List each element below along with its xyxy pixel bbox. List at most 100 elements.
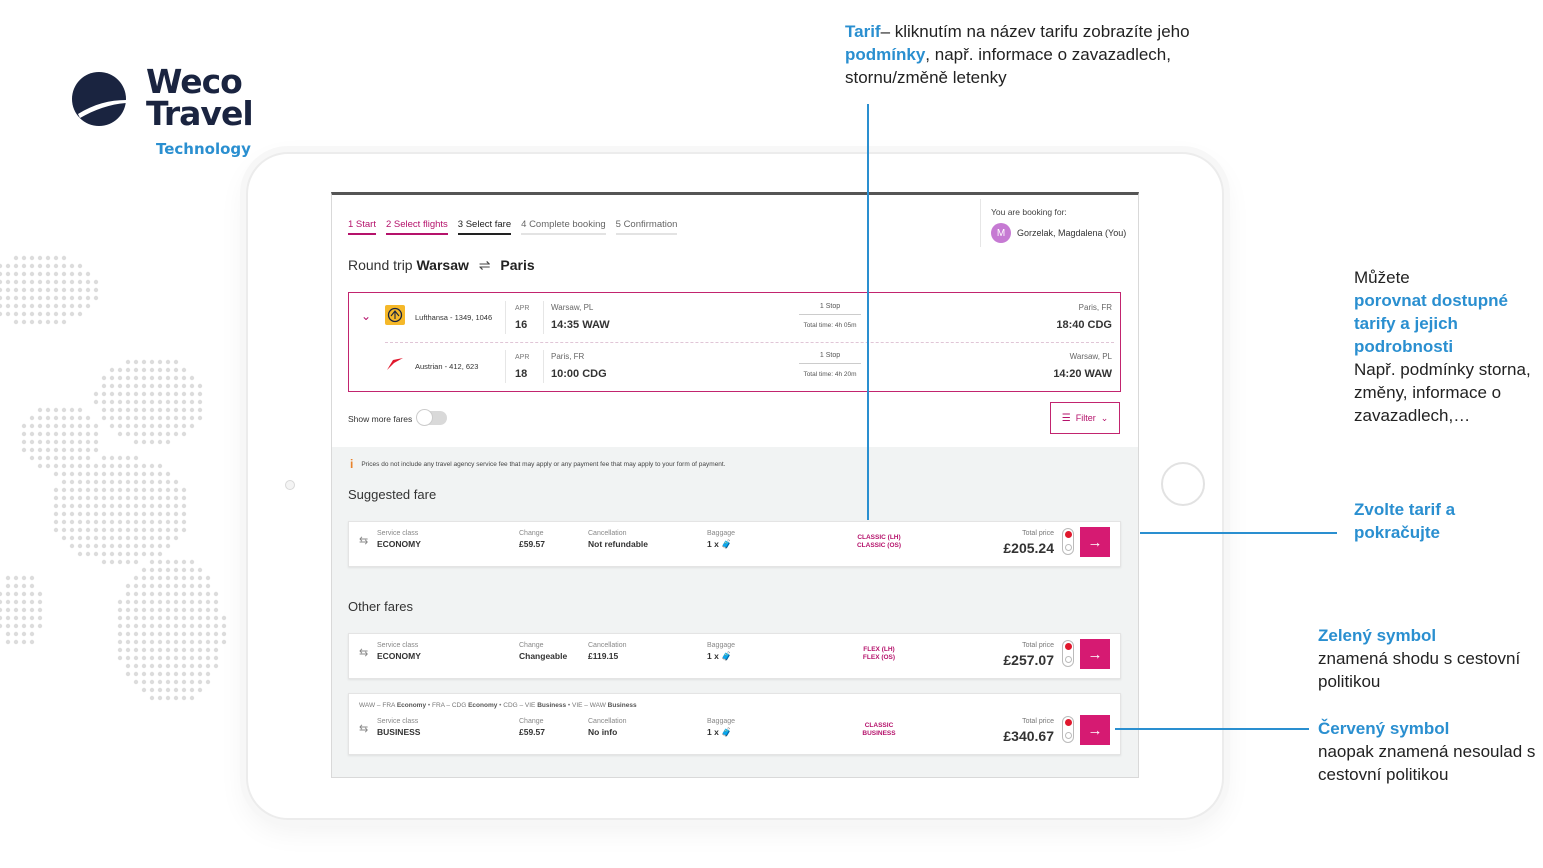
map-dot <box>133 431 139 437</box>
booking-for-panel: You are booking for: M Gorzelak, Magdale… <box>980 199 1138 247</box>
map-dot <box>13 623 19 629</box>
map-dot <box>117 535 123 541</box>
map-dot <box>157 647 163 653</box>
map-dot <box>181 663 187 669</box>
map-dot <box>173 575 179 581</box>
map-dot <box>37 295 43 301</box>
map-dot <box>13 263 19 269</box>
map-dot <box>85 415 91 421</box>
map-dot <box>165 583 171 589</box>
map-dot <box>93 295 99 301</box>
map-dot <box>29 295 35 301</box>
map-dot <box>21 439 27 445</box>
map-dot <box>109 383 115 389</box>
policy-indicator <box>1062 640 1074 667</box>
map-dot <box>133 415 139 421</box>
select-fare-button[interactable]: → <box>1080 527 1110 557</box>
map-dot <box>205 615 211 621</box>
flight-day: 18 <box>515 368 528 380</box>
map-dot <box>69 423 75 429</box>
map-dot <box>13 607 19 613</box>
map-dot <box>181 583 187 589</box>
fare-name-link[interactable]: CLASSIC BUSINESS <box>819 722 939 738</box>
map-dot <box>29 415 35 421</box>
map-dot <box>117 519 123 525</box>
map-dot <box>29 455 35 461</box>
map-dot <box>125 623 131 629</box>
fare-name-link[interactable]: FLEX (LH) FLEX (OS) <box>819 646 939 662</box>
map-dot <box>149 439 155 445</box>
map-dot <box>189 391 195 397</box>
map-dot <box>165 367 171 373</box>
map-dot <box>173 623 179 629</box>
map-dot <box>181 511 187 517</box>
service-class: Service class BUSINESS <box>377 718 420 737</box>
select-fare-button[interactable]: → <box>1080 639 1110 669</box>
annotation-green-hl: Zelený symbol <box>1318 626 1437 645</box>
map-dot <box>125 527 131 533</box>
map-dot <box>141 399 147 405</box>
select-fare-button[interactable]: → <box>1080 715 1110 745</box>
baggage: Baggage 1 x 🧳 <box>707 642 735 662</box>
show-more-fares-toggle[interactable] <box>416 409 447 426</box>
map-dot <box>85 551 91 557</box>
map-dot <box>77 535 83 541</box>
map-dot <box>61 319 67 325</box>
baggage-value: 1 x 🧳 <box>707 539 732 549</box>
map-dot <box>133 399 139 405</box>
map-dot <box>157 471 163 477</box>
map-dot <box>141 495 147 501</box>
map-dot <box>213 591 219 597</box>
map-dot <box>117 559 123 565</box>
map-dot <box>213 631 219 637</box>
map-dot <box>77 295 83 301</box>
map-dot <box>165 471 171 477</box>
annotation-tarif-hl1: Tarif <box>845 22 881 41</box>
map-dot <box>141 575 147 581</box>
baggage: Baggage 1 x 🧳 <box>707 530 735 550</box>
map-dot <box>141 543 147 549</box>
map-dot <box>101 487 107 493</box>
map-dot <box>157 423 163 429</box>
map-dot <box>117 455 123 461</box>
fare-name-link[interactable]: CLASSIC (LH) CLASSIC (OS) <box>819 534 939 550</box>
step-select-flights[interactable]: 2 Select flights <box>386 219 448 235</box>
map-dot <box>117 543 123 549</box>
route-class: Economy <box>396 702 427 709</box>
suggested-fare-title: Suggested fare <box>348 487 437 502</box>
map-dot <box>157 415 163 421</box>
map-dot <box>133 639 139 645</box>
map-dot <box>13 279 19 285</box>
map-dot <box>173 519 179 525</box>
map-dot <box>109 487 115 493</box>
map-dot <box>197 383 203 389</box>
map-dot <box>141 383 147 389</box>
chevron-down-icon[interactable]: ⌄ <box>361 309 372 323</box>
map-dot <box>37 423 43 429</box>
map-dot <box>5 311 11 317</box>
map-dot <box>125 367 131 373</box>
map-dot <box>197 407 203 413</box>
map-dot <box>53 311 59 317</box>
map-dot <box>133 551 139 557</box>
map-dot <box>125 487 131 493</box>
map-dot <box>149 615 155 621</box>
step-start[interactable]: 1 Start <box>348 219 376 235</box>
map-dot <box>189 615 195 621</box>
map-dot <box>141 639 147 645</box>
map-dot <box>93 439 99 445</box>
traveler[interactable]: M Gorzelak, Magdalena (You) <box>991 223 1138 243</box>
map-dot <box>117 607 123 613</box>
filter-button[interactable]: ☰ Filter ⌄ <box>1050 402 1120 434</box>
map-dot <box>21 623 27 629</box>
map-dot <box>165 359 171 365</box>
map-dot <box>125 399 131 405</box>
map-dot <box>0 303 3 309</box>
map-dot <box>101 463 107 469</box>
step-select-fare[interactable]: 3 Select fare <box>457 219 512 235</box>
service-class-label: Service class <box>377 718 419 725</box>
map-dot <box>133 679 139 685</box>
map-dot <box>117 551 123 557</box>
map-dot <box>69 479 75 485</box>
map-dot <box>93 447 99 453</box>
